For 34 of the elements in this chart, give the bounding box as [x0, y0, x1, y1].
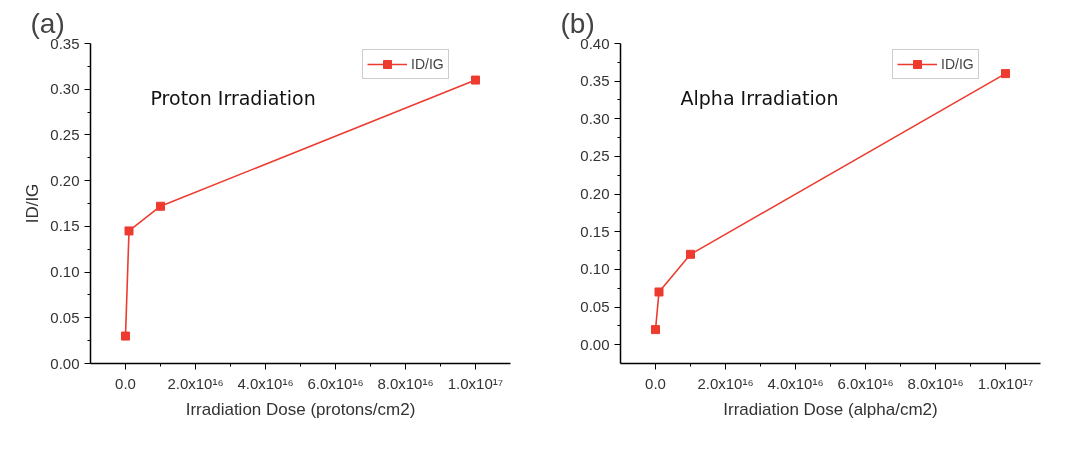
y-tick-label: 0.00 [50, 354, 80, 372]
x-tick-label: 0.0 [115, 374, 136, 392]
y-tick-label: 0.35 [580, 72, 610, 90]
y-tick-label: 0.15 [580, 222, 610, 240]
x-tick-label: 8.0x10¹⁶ [907, 374, 964, 392]
annotation: Alpha Irradiation [680, 86, 839, 109]
x-tick-label: 6.0x10¹⁶ [837, 374, 894, 392]
y-tick-label: 0.30 [50, 80, 80, 98]
x-tick-label: 0.0 [645, 374, 666, 392]
x-axis-title: Irradiation Dose (protons/cm2) [185, 399, 416, 419]
x-tick-label: 1.0x10¹⁷ [447, 374, 504, 392]
x-axis-title: Irradiation Dose (alpha/cm2) [723, 399, 938, 419]
annotation: Proton Irradiation [150, 86, 316, 109]
x-tick-label: 2.0x10¹⁶ [697, 374, 754, 392]
x-tick-label: 1.0x10¹⁷ [977, 374, 1034, 392]
legend-label: ID/IG [941, 56, 974, 72]
y-tick-label: 0.25 [50, 125, 80, 143]
legend-label: ID/IG [411, 56, 444, 72]
y-tick-label: 0.10 [580, 260, 610, 278]
x-tick-label: 6.0x10¹⁶ [307, 374, 364, 392]
y-tick-label: 0.25 [580, 147, 610, 165]
x-tick-label: 2.0x10¹⁶ [167, 374, 224, 392]
y-tick-label: 0.20 [580, 185, 610, 203]
y-tick-label: 0.00 [580, 335, 610, 353]
x-tick-label: 8.0x10¹⁶ [377, 374, 434, 392]
y-tick-label: 0.30 [580, 109, 610, 127]
y-tick-label: 0.05 [580, 298, 610, 316]
y-tick-label: 0.15 [50, 217, 80, 235]
y-tick-label: 0.20 [50, 171, 80, 189]
y-tick-label: 0.05 [50, 308, 80, 326]
y-tick-label: 0.10 [50, 263, 80, 281]
y-axis-title: ID/IG [23, 183, 43, 224]
x-tick-label: 4.0x10¹⁶ [237, 374, 294, 392]
x-tick-label: 4.0x10¹⁶ [767, 374, 824, 392]
